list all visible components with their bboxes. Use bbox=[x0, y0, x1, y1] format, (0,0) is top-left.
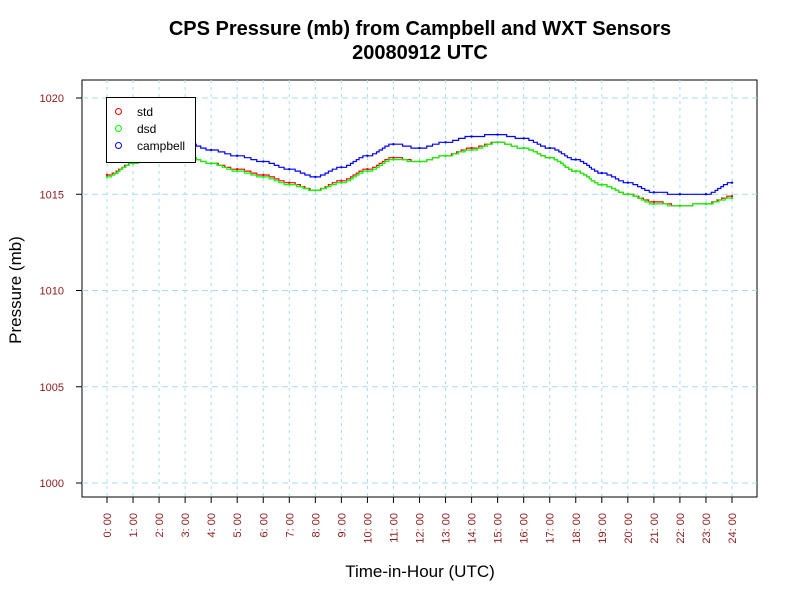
data-point-dsd bbox=[626, 193, 630, 196]
data-point-campbell bbox=[574, 158, 577, 161]
data-point-campbell bbox=[366, 154, 369, 157]
x-tick-label: 15: 00 bbox=[493, 513, 505, 544]
data-point-campbell bbox=[418, 146, 421, 150]
legend-label: dsd bbox=[137, 122, 157, 136]
data-point-dsd bbox=[652, 202, 656, 206]
x-axis-label: Time-in-Hour (UTC) bbox=[345, 562, 495, 581]
legend-label: campbell bbox=[137, 139, 186, 153]
x-tick-label: 9: 00 bbox=[336, 513, 348, 537]
data-point-dsd bbox=[262, 175, 265, 179]
data-point-std bbox=[288, 181, 291, 184]
data-point-campbell bbox=[314, 175, 317, 179]
data-point-dsd bbox=[392, 158, 395, 161]
data-point-dsd bbox=[730, 196, 734, 200]
data-point-std bbox=[470, 146, 473, 150]
x-tick-label: 3: 00 bbox=[180, 513, 192, 537]
data-point-campbell bbox=[626, 181, 630, 184]
x-tick-label: 13: 00 bbox=[441, 513, 453, 544]
y-tick-label: 1005 bbox=[40, 382, 64, 394]
x-tick-label: 10: 00 bbox=[362, 513, 374, 544]
chart-subtitle: 20080912 UTC bbox=[352, 42, 488, 64]
x-tick-label: 19: 00 bbox=[597, 513, 609, 544]
legend: std dsd campbell bbox=[106, 97, 196, 163]
data-point-campbell bbox=[262, 160, 265, 163]
x-tick-label: 16: 00 bbox=[519, 513, 531, 544]
data-point-campbell bbox=[548, 146, 551, 150]
y-tick-label: 1020 bbox=[40, 93, 64, 105]
data-point-dsd bbox=[209, 162, 213, 165]
data-point-dsd bbox=[704, 202, 708, 206]
x-tick-label: 2: 00 bbox=[154, 513, 166, 537]
data-point-dsd bbox=[574, 169, 577, 173]
data-point-std bbox=[366, 168, 369, 171]
data-point-dsd bbox=[600, 183, 603, 186]
data-point-dsd bbox=[105, 175, 109, 179]
data-point-std bbox=[652, 200, 656, 204]
x-tick-label: 12: 00 bbox=[415, 513, 427, 544]
x-tick-label: 20: 00 bbox=[623, 513, 635, 544]
legend-marker-icon bbox=[115, 142, 122, 149]
y-tick-label: 1015 bbox=[40, 189, 64, 201]
x-tick-label: 21: 00 bbox=[649, 513, 661, 544]
data-point-std bbox=[392, 156, 395, 159]
legend-label: std bbox=[137, 105, 154, 119]
x-tick-label: 11: 00 bbox=[388, 513, 400, 543]
data-point-dsd bbox=[444, 154, 447, 157]
data-point-dsd bbox=[418, 160, 421, 163]
x-tick-label: 23: 00 bbox=[701, 513, 713, 544]
x-tick-label: 8: 00 bbox=[310, 513, 322, 537]
data-point-std bbox=[340, 179, 343, 182]
data-point-campbell bbox=[652, 191, 656, 194]
data-point-campbell bbox=[340, 166, 343, 169]
data-point-std bbox=[236, 168, 239, 171]
data-point-campbell bbox=[209, 148, 213, 152]
data-point-dsd bbox=[340, 181, 343, 184]
data-point-dsd bbox=[470, 148, 473, 152]
data-point-campbell bbox=[496, 133, 499, 136]
data-point-campbell bbox=[600, 171, 603, 175]
data-point-campbell bbox=[522, 137, 525, 140]
y-tick-label: 1000 bbox=[40, 478, 64, 490]
data-point-campbell bbox=[730, 181, 734, 184]
x-tick-label: 7: 00 bbox=[284, 513, 296, 537]
data-point-campbell bbox=[704, 193, 708, 196]
series-line-campbell bbox=[107, 134, 732, 195]
x-tick-label: 22: 00 bbox=[675, 513, 687, 544]
x-tick-label: 1: 00 bbox=[128, 513, 140, 537]
y-tick-label: 1010 bbox=[40, 286, 64, 298]
legend-marker-icon bbox=[115, 108, 122, 115]
x-tick-label: 6: 00 bbox=[258, 513, 270, 537]
data-point-campbell bbox=[392, 143, 395, 146]
x-tick-label: 0: 00 bbox=[102, 513, 114, 537]
data-point-dsd bbox=[314, 189, 317, 192]
data-point-dsd bbox=[678, 204, 682, 207]
data-point-campbell bbox=[236, 154, 239, 157]
data-point-campbell bbox=[470, 135, 473, 138]
data-point-campbell bbox=[288, 168, 291, 171]
data-point-dsd bbox=[366, 169, 369, 173]
data-point-dsd bbox=[522, 146, 525, 150]
legend-marker-icon bbox=[115, 125, 122, 132]
data-point-std bbox=[730, 194, 734, 198]
data-point-dsd bbox=[288, 183, 291, 186]
data-point-dsd bbox=[496, 141, 499, 144]
x-tick-label: 17: 00 bbox=[545, 513, 557, 544]
data-point-std bbox=[262, 173, 265, 177]
x-tick-label: 4: 00 bbox=[206, 513, 218, 537]
data-point-dsd bbox=[548, 156, 551, 159]
chart-title: CPS Pressure (mb) from Campbell and WXT … bbox=[168, 18, 672, 40]
data-point-std bbox=[105, 173, 109, 177]
data-point-campbell bbox=[444, 141, 447, 144]
x-tick-label: 5: 00 bbox=[232, 513, 244, 537]
data-point-dsd bbox=[236, 169, 239, 173]
data-point-campbell bbox=[678, 193, 682, 196]
x-tick-label: 14: 00 bbox=[467, 513, 479, 544]
x-tick-label: 24: 00 bbox=[727, 513, 739, 544]
x-tick-label: 18: 00 bbox=[571, 513, 583, 544]
